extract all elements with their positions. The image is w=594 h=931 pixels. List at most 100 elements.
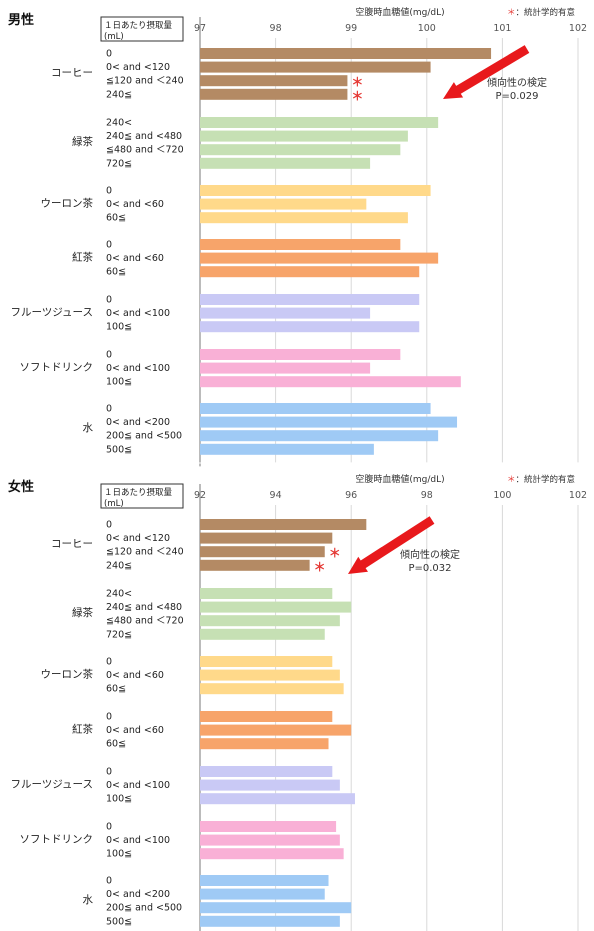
bar xyxy=(200,532,333,544)
level-label: 100≦ xyxy=(106,377,132,388)
trend-test-label: 傾向性の検定 xyxy=(487,76,547,89)
unit-label-line2: (mL) xyxy=(104,32,124,42)
trend-p-value: P=0.032 xyxy=(408,563,451,574)
bar xyxy=(200,683,344,695)
x-tick-label: 96 xyxy=(345,490,357,501)
section-title: 男性 xyxy=(8,12,34,28)
category-label: 水 xyxy=(83,422,94,434)
level-label: 60≦ xyxy=(106,684,126,695)
level-label: 0< and <200 xyxy=(106,889,170,900)
category-label: ソフトドリンク xyxy=(20,361,94,373)
level-label: 0 xyxy=(106,520,112,531)
trend-arrow xyxy=(348,516,435,574)
bar xyxy=(200,362,371,374)
level-label: 0< and <100 xyxy=(106,308,170,319)
level-label: 500≦ xyxy=(106,916,132,927)
legend-label: ：統計学的有意 xyxy=(516,7,576,18)
section-title: 女性 xyxy=(8,479,34,495)
bar xyxy=(200,628,325,640)
level-label: 0 xyxy=(106,186,112,197)
bar xyxy=(200,546,325,558)
bar xyxy=(200,416,458,428)
bar xyxy=(200,130,408,142)
x-axis-title: 空腹時血糖値(mg/dL) xyxy=(355,6,444,18)
bar xyxy=(200,588,333,599)
bar xyxy=(200,519,367,530)
x-tick-label: 100 xyxy=(418,23,436,34)
bar xyxy=(200,198,367,210)
significance-star: ＊ xyxy=(351,75,363,89)
bar xyxy=(200,239,401,250)
level-label: 200≦ and <500 xyxy=(106,903,182,914)
bar xyxy=(200,144,401,156)
level-label: ≦480 and ＜720 xyxy=(106,616,184,627)
level-label: 0< and <60 xyxy=(106,670,164,681)
bar xyxy=(200,430,439,442)
bar xyxy=(200,724,352,736)
level-label: 60≦ xyxy=(106,213,126,224)
level-label: 0 xyxy=(106,712,112,723)
level-label: 240≦ xyxy=(106,89,132,100)
bar xyxy=(200,88,348,100)
x-tick-label: 102 xyxy=(569,490,587,501)
level-label: 200≦ and <500 xyxy=(106,431,182,442)
level-label: 0 xyxy=(106,350,112,361)
unit-label-box xyxy=(100,16,184,42)
level-label: 0< and <120 xyxy=(106,533,170,544)
significance-star: ＊ xyxy=(314,560,326,574)
category-label: フルーツジュース xyxy=(10,306,93,318)
unit-label-line1: １日あたり摂取量 xyxy=(104,487,173,498)
level-label: 60≦ xyxy=(106,267,126,278)
level-label: 100≦ xyxy=(106,849,132,860)
significance-star: ＊ xyxy=(351,89,363,103)
bar xyxy=(200,321,420,333)
unit-label-box xyxy=(100,483,184,509)
level-label: 240≦ and <480 xyxy=(106,602,182,613)
bar xyxy=(200,888,325,900)
significance-legend: ＊：統計学的有意 xyxy=(507,7,575,18)
bar xyxy=(200,48,492,59)
level-label: 100≦ xyxy=(106,794,132,805)
bar xyxy=(200,766,333,777)
unit-label-line2: (mL) xyxy=(104,499,124,509)
level-label: 0 xyxy=(106,49,112,60)
category-label: ウーロン茶 xyxy=(41,667,94,680)
category-label: 緑茶 xyxy=(72,606,93,619)
x-tick-label: 98 xyxy=(270,23,282,34)
x-tick-label: 99 xyxy=(345,23,357,34)
x-tick-label: 94 xyxy=(270,490,282,501)
legend-star: ＊ xyxy=(507,8,516,18)
level-label: 500≦ xyxy=(106,444,132,455)
level-label: 240≦ xyxy=(106,560,132,571)
bar xyxy=(200,559,310,571)
level-label: 720≦ xyxy=(106,629,132,640)
bar xyxy=(200,902,352,914)
bar xyxy=(200,349,401,360)
level-label: 0< and <100 xyxy=(106,363,170,374)
bar xyxy=(200,185,431,196)
level-label: 240< xyxy=(106,589,132,600)
x-tick-label: 100 xyxy=(493,490,511,501)
bar xyxy=(200,875,329,886)
level-label: 0 xyxy=(106,876,112,887)
level-label: 0< and <60 xyxy=(106,199,164,210)
bar xyxy=(200,601,352,613)
category-label: 紅茶 xyxy=(72,722,93,735)
bar xyxy=(200,711,333,722)
level-label: 720≦ xyxy=(106,158,132,169)
bar xyxy=(200,848,344,860)
bar xyxy=(200,61,431,73)
bar xyxy=(200,117,439,128)
level-label: 0< and <60 xyxy=(106,725,164,736)
bar xyxy=(200,615,340,627)
bar xyxy=(200,443,374,455)
category-label: コーヒー xyxy=(51,538,93,550)
significance-legend: ＊：統計学的有意 xyxy=(507,474,575,485)
level-label: 0< and <60 xyxy=(106,253,164,264)
bar xyxy=(200,376,461,388)
level-label: 240≦ and <480 xyxy=(106,131,182,142)
category-label: 水 xyxy=(83,894,94,906)
